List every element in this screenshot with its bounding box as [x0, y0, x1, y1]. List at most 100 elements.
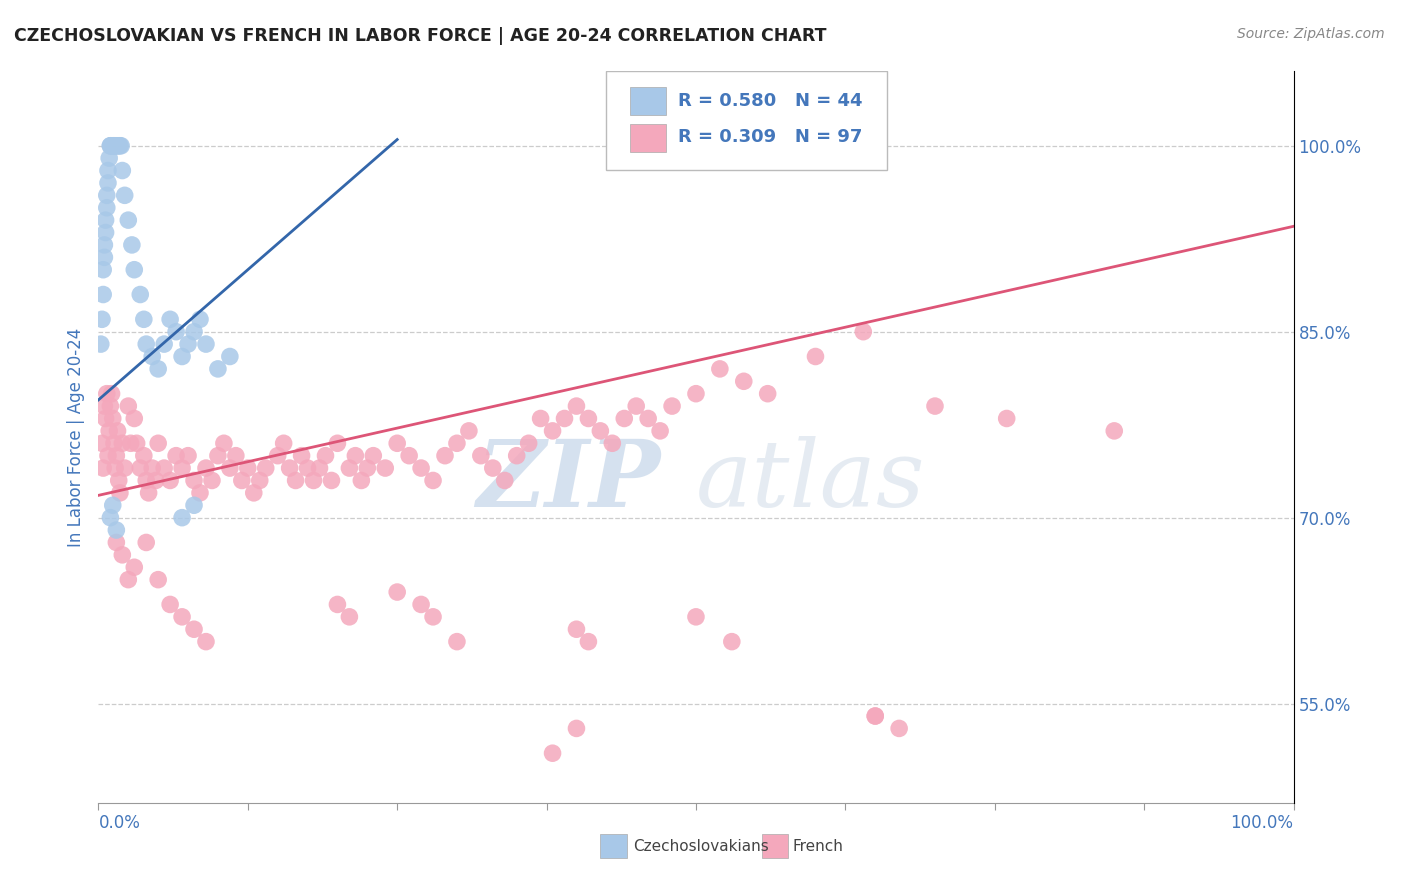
- Point: [172, 350, 194, 364]
- Point: [685, 386, 707, 401]
- Point: [602, 436, 624, 450]
- Text: 100.0%: 100.0%: [1230, 814, 1294, 831]
- Point: [101, 138, 124, 153]
- Point: [114, 188, 136, 202]
- Point: [132, 449, 155, 463]
- Point: [924, 399, 946, 413]
- Point: [326, 436, 349, 450]
- Point: [93, 238, 115, 252]
- Point: [721, 634, 744, 648]
- Text: atlas: atlas: [696, 436, 925, 526]
- Point: [315, 449, 337, 463]
- Point: [374, 461, 396, 475]
- Point: [96, 386, 118, 401]
- Point: [98, 399, 122, 413]
- Point: [97, 176, 120, 190]
- Point: [385, 436, 409, 450]
- Point: [105, 138, 128, 153]
- Point: [321, 474, 343, 488]
- Point: [91, 461, 114, 475]
- Bar: [600, 834, 627, 858]
- Point: [709, 362, 731, 376]
- Point: [344, 449, 367, 463]
- Point: [284, 474, 307, 488]
- Point: [889, 722, 911, 736]
- Point: [661, 399, 683, 413]
- Point: [422, 474, 444, 488]
- Point: [100, 138, 122, 153]
- Point: [94, 411, 117, 425]
- Point: [124, 262, 146, 277]
- Point: [541, 746, 564, 760]
- Bar: [762, 834, 787, 858]
- Bar: [630, 124, 666, 152]
- Point: [108, 138, 131, 153]
- Point: [98, 138, 122, 153]
- Point: [132, 312, 155, 326]
- Point: [91, 436, 114, 450]
- Point: [125, 436, 148, 450]
- Point: [517, 436, 540, 450]
- Point: [91, 287, 114, 301]
- Point: [852, 325, 875, 339]
- Point: [117, 213, 139, 227]
- Text: R = 0.309   N = 97: R = 0.309 N = 97: [678, 128, 862, 146]
- Point: [121, 238, 143, 252]
- Point: [124, 411, 146, 425]
- Point: [111, 436, 134, 450]
- Point: [865, 709, 887, 723]
- Text: CZECHOSLOVAKIAN VS FRENCH IN LABOR FORCE | AGE 20-24 CORRELATION CHART: CZECHOSLOVAKIAN VS FRENCH IN LABOR FORCE…: [14, 27, 827, 45]
- Point: [648, 424, 672, 438]
- Point: [183, 474, 205, 488]
- Point: [458, 424, 481, 438]
- Point: [101, 411, 124, 425]
- Point: [148, 436, 170, 450]
- Point: [756, 386, 779, 401]
- Point: [172, 461, 194, 475]
- Point: [98, 510, 122, 524]
- Point: [446, 436, 468, 450]
- Point: [177, 449, 200, 463]
- Point: [117, 573, 139, 587]
- Point: [98, 138, 122, 153]
- Point: [225, 449, 247, 463]
- Point: [91, 312, 114, 326]
- Point: [165, 449, 187, 463]
- Point: [326, 598, 349, 612]
- Point: [183, 325, 205, 339]
- Point: [207, 449, 229, 463]
- Point: [177, 337, 200, 351]
- Point: [733, 374, 755, 388]
- Point: [141, 350, 163, 364]
- Point: [308, 461, 330, 475]
- Text: French: French: [793, 839, 844, 855]
- Point: [243, 486, 266, 500]
- Point: [97, 163, 120, 178]
- Point: [385, 585, 409, 599]
- Point: [589, 424, 612, 438]
- Point: [302, 474, 325, 488]
- Point: [541, 424, 564, 438]
- Point: [111, 163, 134, 178]
- Point: [446, 634, 468, 648]
- Point: [578, 634, 600, 648]
- Point: [291, 449, 314, 463]
- Point: [98, 424, 121, 438]
- Point: [117, 399, 139, 413]
- Text: Czechoslovakians: Czechoslovakians: [633, 839, 769, 855]
- Point: [1104, 424, 1126, 438]
- Point: [135, 337, 157, 351]
- Point: [212, 436, 235, 450]
- Point: [470, 449, 492, 463]
- Point: [565, 622, 588, 636]
- Point: [267, 449, 290, 463]
- Point: [153, 461, 176, 475]
- Point: [105, 523, 128, 537]
- Point: [411, 598, 433, 612]
- Point: [138, 486, 160, 500]
- Point: [297, 461, 319, 475]
- Point: [108, 486, 131, 500]
- Point: [195, 337, 218, 351]
- Point: [530, 411, 553, 425]
- Point: [231, 474, 253, 488]
